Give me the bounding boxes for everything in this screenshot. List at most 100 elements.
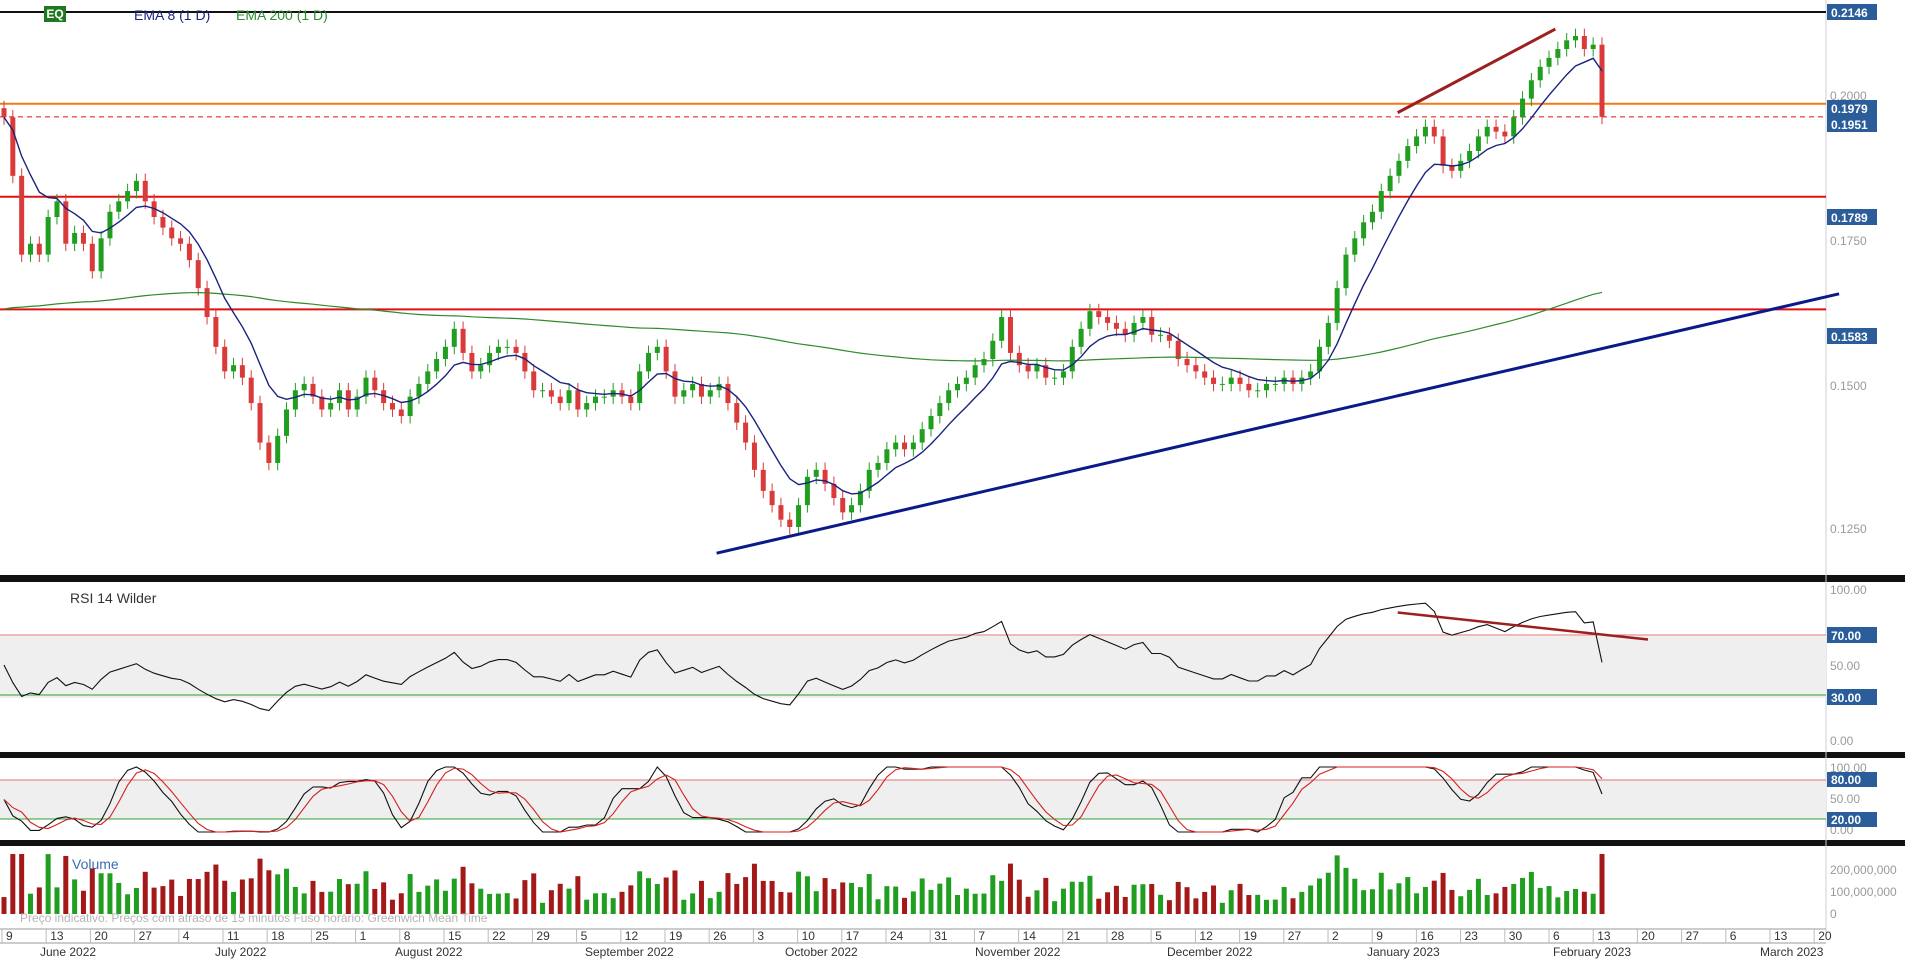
volume-bar <box>672 870 678 914</box>
candle-body <box>787 519 793 527</box>
volume-title[interactable]: Volume <box>72 856 119 872</box>
candle-body <box>416 383 422 397</box>
candle-body <box>681 390 687 397</box>
candle-body <box>1440 136 1446 166</box>
volume-bar <box>778 891 784 914</box>
candle-body <box>169 227 175 239</box>
candle-body <box>1564 40 1570 50</box>
x-day-label: 21 <box>1067 929 1081 943</box>
candle-body <box>407 396 413 417</box>
volume-bar <box>478 888 484 914</box>
volume-bar <box>1175 881 1181 914</box>
price-tick: 0.2000 <box>1830 89 1867 103</box>
legend-ema-slow[interactable]: EMA 200 (1 D) <box>236 7 328 23</box>
candle-body <box>893 442 899 450</box>
volume-bar <box>1581 891 1587 914</box>
price-tag: 0.1979 <box>1831 102 1868 116</box>
candle-body <box>654 346 660 353</box>
candle-body <box>1458 160 1464 171</box>
candle-body <box>186 243 192 261</box>
volume-bar <box>531 873 537 914</box>
candle-body <box>1378 191 1384 212</box>
x-day-label: 4 <box>183 929 190 943</box>
volume-bar <box>89 868 95 914</box>
candle-body <box>778 505 784 520</box>
x-day-label: 13 <box>1774 929 1788 943</box>
volume-bar <box>1087 875 1093 914</box>
candle-body <box>831 483 837 498</box>
volume-bar <box>72 879 78 914</box>
candle-body <box>398 409 404 417</box>
volume-bar <box>1361 890 1367 914</box>
volume-bar <box>1034 890 1040 914</box>
volume-bar <box>142 871 148 914</box>
volume-bar <box>1555 897 1561 914</box>
legend-ema-fast[interactable]: EMA 8 (1 D) <box>134 7 210 23</box>
candle-body <box>36 243 42 255</box>
candle-body <box>1334 288 1340 323</box>
x-day-label: 30 <box>1509 929 1523 943</box>
volume-bar <box>1 897 7 914</box>
x-month-label: November 2022 <box>975 945 1061 959</box>
candle-body <box>310 383 316 397</box>
volume-bar <box>1069 881 1075 914</box>
x-day-label: 24 <box>890 929 904 943</box>
candle-body <box>1052 377 1058 379</box>
volume-bar <box>1281 887 1287 914</box>
candle-body <box>1113 322 1119 329</box>
candle-body <box>1573 35 1579 41</box>
candle-body <box>557 396 563 404</box>
candle-body <box>1087 311 1093 329</box>
x-day-label: 27 <box>1288 929 1302 943</box>
volume-bar <box>981 893 987 914</box>
x-day-label: 20 <box>1818 929 1832 943</box>
x-day-label: 9 <box>1376 929 1383 943</box>
volume-bar <box>698 880 704 914</box>
volume-bar <box>1334 855 1340 914</box>
candle-body <box>125 191 131 202</box>
x-day-label: 12 <box>625 929 639 943</box>
volume-bar <box>822 878 828 914</box>
volume-bar <box>1202 891 1208 914</box>
price-tag-bg <box>1827 116 1877 132</box>
volume-bar <box>681 899 687 914</box>
volume-bar <box>231 891 237 914</box>
volume-bar <box>1219 902 1225 914</box>
candle-body <box>107 211 113 239</box>
volume-bar <box>125 894 131 914</box>
volume-bar <box>1308 885 1314 914</box>
volume-bar <box>1502 886 1508 914</box>
candle-body <box>19 175 25 255</box>
candle-body <box>849 505 855 513</box>
rsi-title[interactable]: RSI 14 Wilder <box>70 590 157 606</box>
x-day-label: 2 <box>1332 929 1339 943</box>
volume-bar <box>1166 900 1172 914</box>
volume-bar <box>955 894 961 914</box>
price-tag-bg <box>1827 209 1877 225</box>
candle-body <box>743 422 749 443</box>
volume-bar <box>1211 885 1217 914</box>
candle-body <box>266 442 272 463</box>
candle-body <box>45 217 51 255</box>
volume-bar <box>151 887 157 914</box>
candle-body <box>575 390 581 410</box>
volume-bar <box>381 882 387 914</box>
candle-body <box>1502 131 1508 137</box>
x-month-label: July 2022 <box>215 945 267 959</box>
candle-body <box>522 352 528 372</box>
candle-body <box>1078 328 1084 347</box>
price-tag: 0.1583 <box>1831 330 1868 344</box>
volume-bar <box>1369 889 1375 914</box>
candle-body <box>1043 365 1049 378</box>
volume-bar <box>1025 896 1031 914</box>
volume-bar <box>734 883 740 914</box>
candle-body <box>981 359 987 366</box>
candle-body <box>328 403 334 410</box>
volume-bar <box>275 874 281 914</box>
volume-bar <box>1246 895 1252 914</box>
symbol-badge <box>44 6 66 22</box>
candle-body <box>425 371 431 384</box>
candle-body <box>1555 49 1561 58</box>
candle-body <box>716 383 722 391</box>
